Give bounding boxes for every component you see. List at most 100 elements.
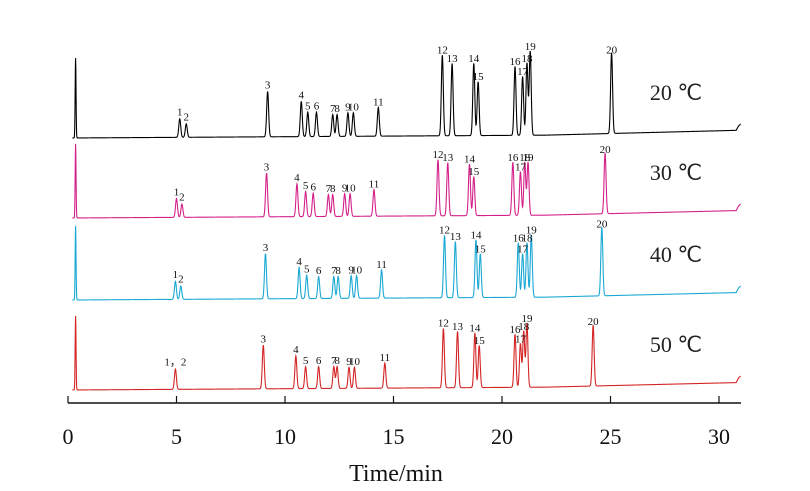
peak-label: 10	[351, 264, 363, 276]
peak-label: 20	[596, 218, 608, 230]
peak-label: 8	[334, 103, 340, 115]
peak-label: 14	[468, 53, 480, 65]
peak-label: 5	[305, 101, 311, 113]
peak-label: 12	[437, 44, 448, 56]
peak-label: 13	[447, 53, 459, 65]
peak-label: 16	[510, 324, 522, 336]
peak-label: 1	[174, 186, 180, 198]
peak-label: 13	[452, 321, 464, 333]
peak-label: 11	[373, 96, 384, 108]
series-temperature-label: 30 ℃	[650, 160, 702, 185]
peak-label: 7	[331, 265, 337, 277]
peak-label: 9	[348, 264, 354, 276]
peak-label: 4	[293, 344, 299, 356]
series-line	[72, 225, 742, 301]
x-tick-label: 25	[600, 424, 622, 449]
peak-label: 13	[442, 152, 454, 164]
peak-label: 8	[330, 183, 336, 195]
peak-label: 18	[521, 232, 533, 244]
peak-label: 2	[178, 274, 184, 286]
peak-label: 12	[432, 149, 443, 161]
x-axis-ticks: 0 5 10 15 20 25 30	[63, 396, 730, 449]
peak-label: 12	[439, 225, 450, 237]
peak-label: 14	[464, 154, 476, 166]
peak-label: 7	[330, 103, 336, 115]
peak-label: 5	[304, 264, 310, 276]
peak-label: 18	[518, 321, 530, 333]
peak-label: 9	[342, 182, 348, 194]
series-line	[72, 143, 742, 219]
peak-label: 1	[177, 107, 183, 119]
peak-label: 14	[469, 322, 481, 334]
peak-label: 3	[261, 333, 267, 345]
peak-label: 2	[179, 192, 185, 204]
peak-label: 13	[450, 231, 462, 243]
peak-label: 15	[474, 335, 486, 347]
peak-label: 3	[265, 80, 271, 92]
peak-label: 11	[369, 178, 380, 190]
peak-label: 16	[510, 56, 522, 68]
peak-label: 5	[303, 355, 309, 367]
peak-label: 20	[588, 316, 600, 328]
peak-label: 11	[380, 352, 391, 364]
peak-label: 6	[310, 182, 316, 194]
peak-label: 4	[296, 256, 302, 268]
peak-label: 20	[606, 44, 618, 56]
x-tick-label: 15	[383, 424, 405, 449]
peak-label: 17	[515, 333, 527, 345]
peak-label: 7	[331, 355, 337, 367]
peak-label: 14	[470, 229, 482, 241]
peak-label: 1	[173, 269, 179, 281]
peak-label: 15	[475, 243, 487, 255]
peak-label: 9	[346, 356, 352, 368]
peak-label: 6	[316, 265, 322, 277]
peak-label: 15	[468, 166, 480, 178]
peak-label: 19	[525, 41, 537, 53]
peak-label: 16	[513, 232, 525, 244]
peak-label: 5	[303, 180, 309, 192]
peak-label: 19	[521, 313, 533, 325]
peak-label: 11	[376, 259, 387, 271]
peak-label: 16	[507, 152, 519, 164]
x-tick-label: 10	[274, 424, 296, 449]
peak-label: 10	[349, 356, 361, 368]
peak-label: 8	[335, 265, 341, 277]
series-line	[72, 315, 742, 391]
series-temperature-label: 40 ℃	[650, 242, 702, 267]
peak-label: 1，2	[164, 357, 186, 369]
peak-label: 10	[348, 101, 360, 113]
x-axis-title: Time/min	[349, 461, 443, 487]
peak-label: 19	[523, 152, 535, 164]
x-tick-label: 30	[708, 424, 730, 449]
peak-label: 18	[521, 53, 533, 65]
peak-label: 17	[517, 66, 529, 78]
peak-label: 8	[334, 355, 340, 367]
peak-label: 3	[263, 242, 269, 254]
peak-label: 17	[515, 161, 527, 173]
peak-label: 20	[600, 144, 612, 156]
peak-label: 19	[526, 225, 538, 237]
series-line	[72, 50, 742, 139]
peak-label: 4	[294, 172, 300, 184]
peak-label: 9	[345, 101, 351, 113]
peak-label: 3	[264, 161, 270, 173]
peak-label: 17	[517, 243, 529, 255]
peak-label: 4	[299, 90, 305, 102]
peak-label: 2	[184, 112, 190, 124]
x-tick-label: 0	[63, 424, 74, 449]
peak-label: 18	[519, 152, 531, 164]
x-tick-label: 20	[491, 424, 513, 449]
series-temperature-label: 20 ℃	[650, 80, 702, 105]
peak-label: 6	[314, 101, 320, 113]
x-tick-label: 5	[171, 424, 182, 449]
peak-label: 6	[316, 355, 322, 367]
peak-label: 10	[345, 182, 357, 194]
peak-label: 15	[473, 71, 485, 83]
peak-label: 7	[326, 183, 332, 195]
